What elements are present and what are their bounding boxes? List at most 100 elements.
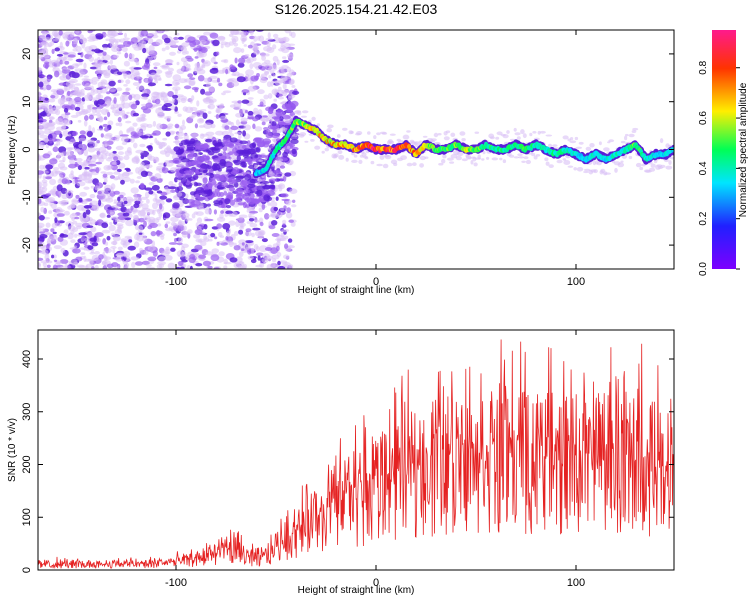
- noise-blob: [187, 229, 193, 235]
- noise-blob: [87, 156, 97, 163]
- noise-blob: [88, 125, 92, 132]
- noise-blob: [219, 192, 225, 197]
- noise-blob: [196, 100, 200, 107]
- noise-blob: [46, 196, 55, 203]
- noise-blob: [242, 130, 247, 137]
- noise-blob: [263, 94, 269, 100]
- noise-blob: [152, 62, 161, 67]
- noise-blob: [181, 66, 185, 72]
- ridge-halo-blob: [669, 156, 674, 160]
- ridge-halo-blob: [364, 156, 369, 160]
- noise-blob: [72, 130, 77, 137]
- noise-blob: [83, 78, 91, 82]
- noise-blob: [177, 220, 185, 227]
- noise-blob: [74, 87, 80, 91]
- noise-blob: [177, 36, 184, 40]
- noise-blob: [283, 254, 290, 260]
- noise-blob: [209, 68, 219, 74]
- noise-blob: [220, 44, 224, 49]
- noise-blob: [281, 198, 291, 202]
- ridge-halo-blob: [499, 157, 503, 161]
- noise-blob: [75, 194, 80, 199]
- noise-blob: [259, 262, 265, 268]
- noise-blob: [165, 59, 174, 64]
- noise-blob: [122, 114, 126, 120]
- noise-blob: [76, 92, 85, 97]
- noise-blob: [87, 39, 95, 42]
- noise-blob: [83, 247, 88, 251]
- ridge-halo-blob: [481, 158, 485, 161]
- ridge-halo-blob: [419, 155, 426, 161]
- noise-blob: [98, 146, 107, 154]
- noise-blob: [140, 117, 145, 122]
- noise-blob: [154, 69, 163, 74]
- noise-blob: [273, 169, 279, 174]
- ridge-halo-blob: [314, 145, 321, 150]
- noise-blob: [209, 173, 215, 179]
- noise-blob: [218, 200, 223, 206]
- noise-blob: [276, 240, 281, 247]
- noise-blob: [152, 120, 157, 127]
- ridge-halo-blob: [321, 150, 325, 154]
- noise-blob: [172, 74, 182, 81]
- noise-blob: [47, 236, 56, 242]
- ridge-halo-blob: [523, 156, 529, 160]
- noise-blob: [45, 63, 49, 70]
- noise-blob: [270, 70, 275, 75]
- ridge-halo-blob: [406, 130, 411, 133]
- noise-blob: [107, 111, 111, 118]
- noise-blob: [157, 30, 163, 34]
- noise-blob: [71, 72, 80, 79]
- noise-blob: [61, 193, 68, 200]
- noise-blob: [228, 41, 234, 46]
- noise-blob: [271, 125, 278, 131]
- noise-blob: [200, 163, 210, 169]
- ridge-halo-blob: [556, 159, 563, 164]
- noise-blob: [130, 131, 137, 136]
- noise-blob: [280, 207, 285, 211]
- noise-blob: [198, 239, 202, 243]
- top-x-axis-title: Height of straight line (km): [298, 285, 415, 296]
- noise-blob: [277, 265, 286, 269]
- ridge-halo-blob: [433, 132, 439, 138]
- noise-blob: [179, 197, 186, 201]
- noise-blob: [186, 146, 196, 151]
- noise-blob: [127, 245, 136, 251]
- ridge-halo-blob: [301, 115, 307, 118]
- noise-blob: [190, 191, 196, 196]
- noise-blob: [62, 156, 66, 163]
- noise-blob: [154, 77, 158, 81]
- noise-blob: [70, 259, 78, 266]
- noise-blob: [240, 34, 247, 38]
- noise-blob: [177, 44, 186, 50]
- noise-blob: [276, 245, 280, 251]
- noise-blob: [119, 134, 129, 137]
- ridge-halo-blob: [384, 155, 392, 160]
- noise-blob: [117, 116, 122, 123]
- noise-blob: [77, 52, 82, 55]
- noise-blob: [237, 62, 245, 68]
- noise-blob: [197, 75, 205, 82]
- noise-blob: [233, 106, 241, 111]
- ridge-halo-blob: [293, 133, 298, 138]
- ridge-halo-blob: [443, 136, 450, 141]
- noise-blob: [54, 47, 60, 52]
- noise-blob: [229, 30, 239, 36]
- noise-blob: [268, 75, 272, 79]
- noise-blob: [48, 116, 55, 120]
- colorbar-tick-label: 0.0: [698, 262, 709, 276]
- noise-blob: [67, 58, 73, 61]
- noise-blob: [205, 251, 214, 256]
- noise-blob: [278, 183, 286, 190]
- noise-blob: [157, 256, 167, 262]
- ridge-halo-blob: [502, 159, 507, 164]
- noise-blob: [110, 216, 119, 220]
- ridge-halo-blob: [336, 134, 341, 138]
- ridge-halo-blob: [604, 172, 611, 175]
- ridge-halo-blob: [517, 153, 523, 157]
- noise-blob: [169, 208, 178, 214]
- noise-blob: [165, 45, 170, 50]
- ridge-halo-blob: [367, 131, 371, 135]
- noise-blob: [280, 228, 290, 233]
- noise-blob: [168, 242, 178, 245]
